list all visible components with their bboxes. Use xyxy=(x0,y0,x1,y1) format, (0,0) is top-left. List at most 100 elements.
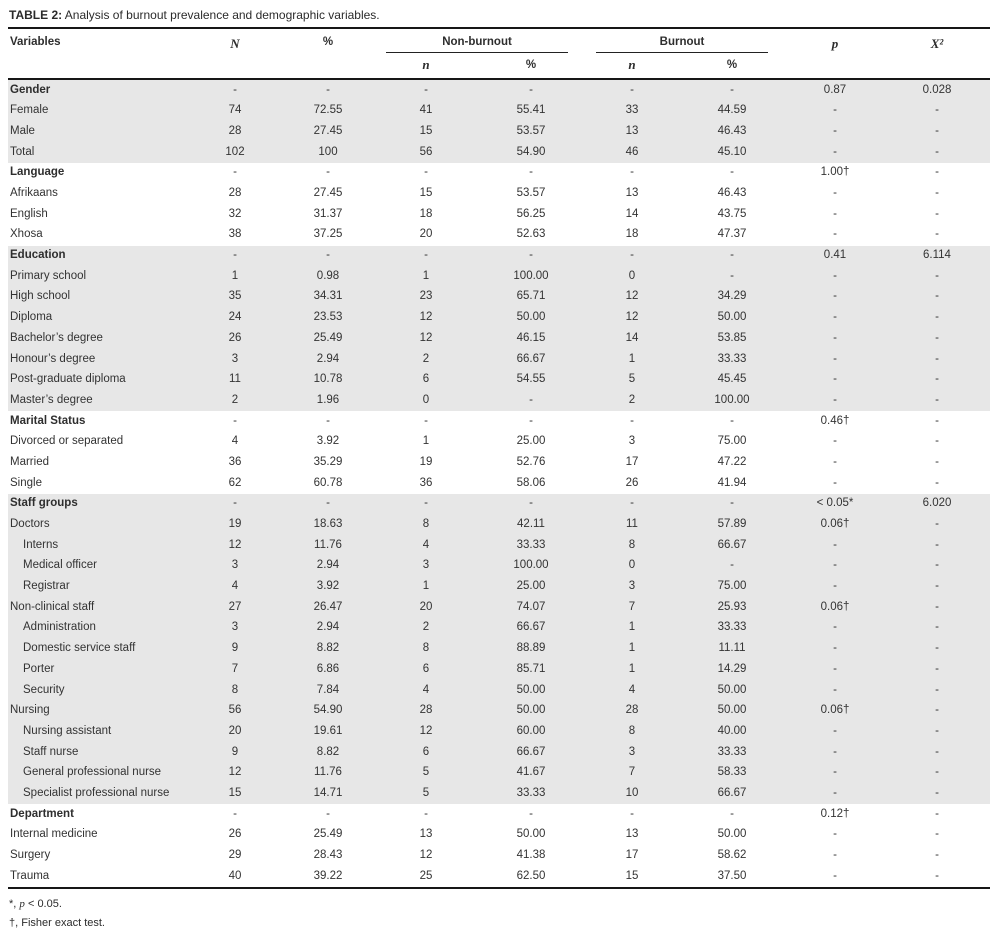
table-row: Porter 7 6.86 6 85.71 1 14.29 - - xyxy=(8,659,990,680)
cell-nonburnout-pct: - xyxy=(529,166,533,179)
cell-nonburnout-pct: 62.50 xyxy=(476,866,586,889)
cell-burnout-n: 0 xyxy=(628,559,636,572)
cell-chi-squared: - xyxy=(935,414,939,427)
cell-nonburnout-n: 6 xyxy=(422,745,430,758)
cell-chi-squared: - xyxy=(935,786,939,799)
cell-nonburnout-pct: 42.11 xyxy=(517,518,545,531)
cell-total-n: 12 xyxy=(228,538,242,551)
cell-total-n: 28 xyxy=(228,124,242,137)
cell-p-value: 0.87 xyxy=(823,83,847,96)
table-row: Security 8 7.84 4 50.00 4 50.00 - - xyxy=(8,679,990,701)
cell-nonburnout-pct: 50.00 xyxy=(516,683,546,696)
cell-burnout-pct: 44.59 xyxy=(717,104,747,117)
cell-p-value: - xyxy=(833,228,837,241)
burnout-demographics-table: Variables N % Non-burnout Burnout p X² n… xyxy=(8,29,990,889)
cell-burnout-pct: 34.29 xyxy=(717,290,747,303)
cell-p-value: - xyxy=(833,145,837,158)
table-row: Divorced or separated 4 3.92 1 25.00 3 75.00 - - xyxy=(8,432,990,453)
cell-chi-squared: - xyxy=(935,435,939,448)
table-row: Male 28 27.45 15 53.57 13 46.43 - - xyxy=(8,121,990,143)
cell-nonburnout-n: 8 xyxy=(422,642,430,655)
cell-burnout-pct: 46.43 xyxy=(717,187,747,200)
table-row: Total 102 100 56 54.90 46 45.10 - - xyxy=(8,142,990,163)
cell-chi-squared: - xyxy=(935,187,939,200)
cell-total-n: 26 xyxy=(228,331,242,344)
cell-burnout-pct: 14.29 xyxy=(717,662,747,675)
cell-nonburnout-pct: 74.07 xyxy=(516,600,546,613)
table-row: Education - - - - - - 0.41 6.114 xyxy=(8,245,990,267)
cell-nonburnout-pct: 66.67 xyxy=(516,352,546,365)
cell-chi-squared: - xyxy=(935,104,939,117)
cell-chi-squared: - xyxy=(935,704,939,717)
cell-total-pct: 23.53 xyxy=(313,311,343,324)
cell-burnout-pct: 58.62 xyxy=(717,849,747,862)
cell-burnout-pct: 33.33 xyxy=(717,621,747,634)
table-row: Administration 3 2.94 2 66.67 1 33.33 - - xyxy=(8,617,990,639)
cell-nonburnout-n: 41 xyxy=(419,104,433,117)
cell-burnout-n: 7 xyxy=(628,766,636,779)
col-header-burnout: Burnout xyxy=(586,29,786,53)
cell-total-pct: 26.47 xyxy=(313,600,343,613)
cell-total-pct: 27.45 xyxy=(313,124,343,137)
table-caption: Analysis of burnout prevalence and demog… xyxy=(62,8,380,22)
cell-burnout-pct: 66.67 xyxy=(717,786,747,799)
table-row: Specialist professional nurse 15 14.71 5 33.… xyxy=(8,783,990,805)
burnout-group-label: Burnout xyxy=(596,36,768,53)
col-header-variables: Variables xyxy=(8,29,190,80)
cell-p-value: - xyxy=(833,786,837,799)
cell-total-n: 27 xyxy=(228,600,242,613)
cell-p-value: 0.41 xyxy=(823,249,847,262)
cell-burnout-pct: 41.94 xyxy=(717,476,747,489)
cell-p-value: 0.06† xyxy=(820,600,850,613)
cell-burnout-n: 17 xyxy=(625,455,639,468)
cell-burnout-pct: 33.33 xyxy=(717,352,747,365)
cell-nonburnout-pct: 85.71 xyxy=(516,662,546,675)
cell-nonburnout-n: 1 xyxy=(422,269,430,282)
cell-total-pct: 39.22 xyxy=(280,866,376,889)
cell-nonburnout-pct: 100.00 xyxy=(513,559,549,572)
cell-total-pct: 28.43 xyxy=(313,849,343,862)
row-label: Surgery xyxy=(10,849,51,862)
cell-burnout-n: 14 xyxy=(625,331,639,344)
cell-total-pct: 72.55 xyxy=(313,104,343,117)
cell-chi-squared: - xyxy=(935,745,939,758)
cell-nonburnout-pct: 46.15 xyxy=(516,331,546,344)
cell-nonburnout-n: 4 xyxy=(422,538,430,551)
cell-total-pct: 100 xyxy=(318,145,338,158)
cell-burnout-pct: 47.22 xyxy=(717,455,747,468)
cell-burnout-pct: 50.00 xyxy=(717,704,747,717)
table-row: Registrar 4 3.92 1 25.00 3 75.00 - - xyxy=(8,576,990,598)
cell-p-value: - xyxy=(833,311,837,324)
cell-total-pct: - xyxy=(326,166,330,179)
cell-burnout-n: 1 xyxy=(628,662,636,675)
cell-nonburnout-pct: 33.33 xyxy=(516,786,546,799)
cell-p-value: - xyxy=(833,331,837,344)
cell-nonburnout-pct: 33.33 xyxy=(516,538,546,551)
footnote-fisher-test: †, Fisher exact test. xyxy=(9,916,105,929)
row-label: Primary school xyxy=(10,269,87,282)
cell-nonburnout-pct: 50.00 xyxy=(516,828,546,841)
cell-total-pct: - xyxy=(326,83,330,96)
table-title: TABLE 2: Analysis of burnout prevalence … xyxy=(8,5,990,29)
cell-total-pct: 14.71 xyxy=(313,786,343,799)
row-label: Diploma xyxy=(10,311,53,324)
cell-chi-squared: - xyxy=(935,621,939,634)
cell-total-n: 74 xyxy=(228,104,242,117)
cell-burnout-pct: 66.67 xyxy=(717,538,747,551)
cell-total-pct: 7.84 xyxy=(316,683,340,696)
cell-total-n: 36 xyxy=(228,455,242,468)
cell-p-value: - xyxy=(833,104,837,117)
cell-burnout-n: 18 xyxy=(625,228,639,241)
cell-nonburnout-n: 1 xyxy=(422,435,430,448)
cell-nonburnout-pct: 58.06 xyxy=(516,476,546,489)
cell-total-n: 62 xyxy=(228,476,242,489)
table-row: Surgery 29 28.43 12 41.38 17 58.62 - - xyxy=(8,845,990,866)
cell-nonburnout-n: 15 xyxy=(419,187,433,200)
cell-p-value: - xyxy=(833,290,837,303)
cell-p-value: - xyxy=(833,642,837,655)
cell-nonburnout-pct: 54.90 xyxy=(516,145,546,158)
cell-burnout-n: 11 xyxy=(626,518,638,531)
cell-nonburnout-pct: - xyxy=(529,393,533,406)
row-label: Staff groups xyxy=(10,497,78,510)
cell-total-n: 3 xyxy=(231,352,239,365)
